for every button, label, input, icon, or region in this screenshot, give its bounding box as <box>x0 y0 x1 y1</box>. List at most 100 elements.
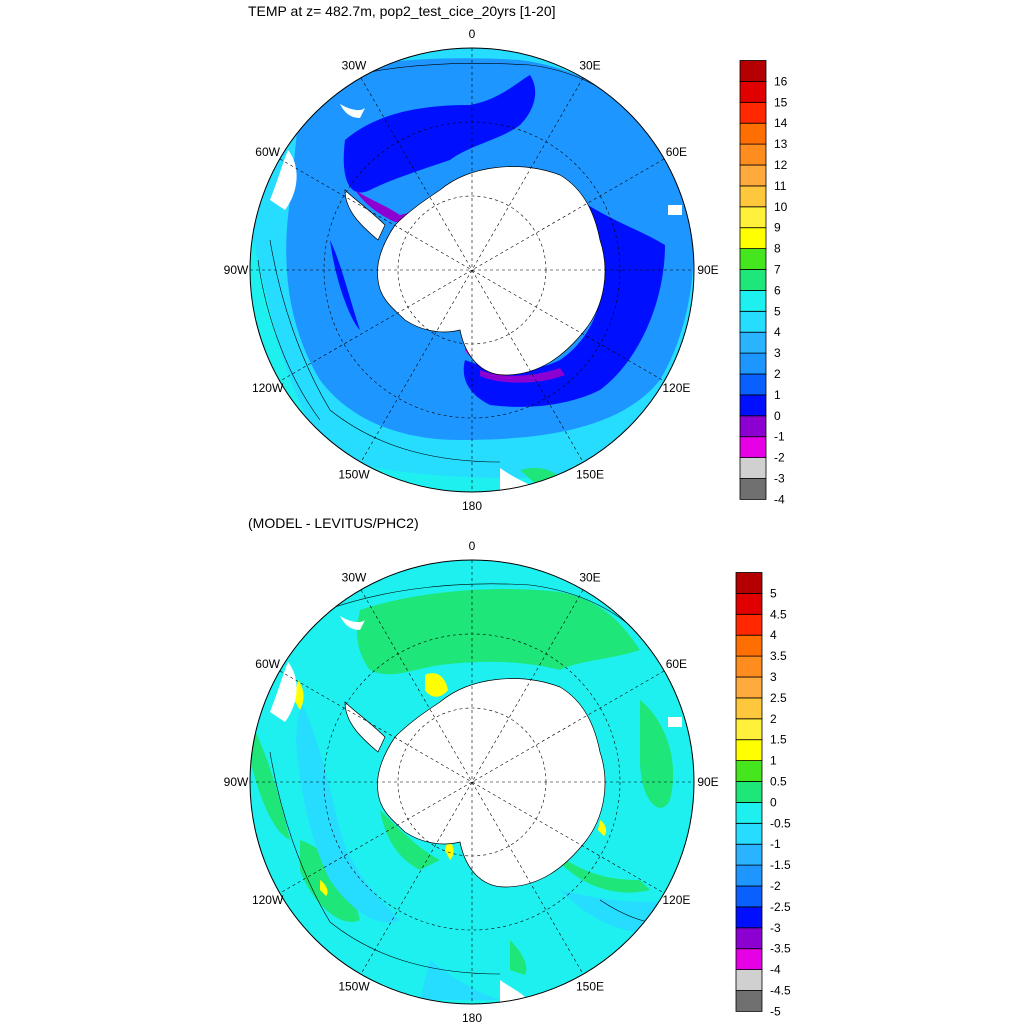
colorbar-swatch <box>735 843 763 866</box>
colorbar-swatch <box>735 906 763 929</box>
colorbar-swatch <box>735 655 763 678</box>
colorbar-swatch <box>739 373 767 396</box>
colorbar-label: 3.5 <box>770 649 787 663</box>
colorbar-swatch <box>735 969 763 991</box>
colorbar-swatch <box>735 990 763 1012</box>
colorbar-label: 4 <box>770 628 777 642</box>
panel-1-map-border <box>249 47 695 493</box>
colorbar-label: 9 <box>774 221 781 235</box>
longitude-label: 90E <box>697 263 718 277</box>
longitude-label: 0 <box>469 539 476 553</box>
colorbar-label: -1 <box>774 430 785 444</box>
colorbar-swatch <box>739 478 767 500</box>
colorbar-label: 13 <box>774 137 788 151</box>
longitude-label: 150W <box>338 979 370 993</box>
colorbar-label: 12 <box>774 158 788 172</box>
colorbar-swatch <box>735 885 763 908</box>
colorbar-swatch <box>735 718 763 741</box>
longitude-label: 60E <box>666 145 687 159</box>
colorbar-label: 0 <box>770 795 777 809</box>
colorbar-swatch <box>739 81 767 103</box>
colorbar-swatch <box>735 739 763 762</box>
colorbar-label: -5 <box>770 1004 781 1018</box>
panel-1-antarctica <box>377 166 606 376</box>
longitude-label: 120E <box>662 381 690 395</box>
longitude-label: 180 <box>462 499 482 513</box>
colorbar-label: 0.5 <box>770 775 787 789</box>
colorbar-label: 3 <box>770 670 777 684</box>
colorbar-label: 16 <box>774 74 788 88</box>
colorbar-swatch <box>735 572 763 594</box>
longitude-label: 120W <box>252 381 284 395</box>
panel-2-title: (MODEL - LEVITUS/PHC2) <box>248 515 419 531</box>
colorbar-label: -3 <box>770 921 781 935</box>
colorbar-label: -0.5 <box>770 816 791 830</box>
colorbar-swatch <box>735 864 763 887</box>
longitude-label: 90W <box>224 775 249 789</box>
longitude-label: 120E <box>662 893 690 907</box>
colorbar-label: -4.5 <box>770 984 791 998</box>
colorbar-swatch <box>735 613 763 636</box>
panel-1-title: TEMP at z= 482.7m, pop2_test_cice_20yrs … <box>248 3 556 19</box>
colorbar-swatch <box>739 415 767 438</box>
colorbar-swatch <box>735 676 763 699</box>
colorbar-label: -2 <box>770 879 781 893</box>
colorbar-label: 2.5 <box>770 691 787 705</box>
longitude-label: 30W <box>342 59 367 73</box>
longitude-label: 60E <box>666 657 687 671</box>
colorbar-swatch <box>735 822 763 845</box>
colorbar-label: -3 <box>774 472 785 486</box>
colorbar-swatch <box>735 760 763 782</box>
longitude-label: 30W <box>342 571 367 585</box>
colorbar-swatch <box>739 331 767 354</box>
colorbar-swatch <box>739 164 767 187</box>
colorbar-label: -2 <box>774 451 785 465</box>
longitude-label: 150E <box>576 467 604 481</box>
colorbar-label: 4 <box>774 325 781 339</box>
longitude-label: 30E <box>579 571 600 585</box>
longitude-label: 150W <box>338 467 370 481</box>
colorbar-swatch <box>739 101 767 124</box>
panel-2-longitude-labels: 0 30E 60E 90E 120E 150E 180 150W 120W 90W 60W 30W <box>224 539 719 1024</box>
longitude-label: 60W <box>255 657 280 671</box>
colorbar-label: 4.5 <box>770 607 787 621</box>
panel-2-graticule <box>250 560 694 1004</box>
colorbar-swatch <box>739 457 767 479</box>
colorbar-swatch <box>735 634 763 657</box>
longitude-label: 180 <box>462 1011 482 1024</box>
colorbar-swatch <box>735 802 763 824</box>
colorbar-swatch <box>739 248 767 270</box>
longitude-label: 90W <box>224 263 249 277</box>
colorbar-label: 2 <box>770 712 777 726</box>
colorbar-swatch <box>735 781 763 803</box>
colorbar-swatch <box>739 289 767 312</box>
colorbar-swatch <box>739 185 767 208</box>
panel-1-graticule <box>250 48 694 492</box>
colorbar-swatch <box>739 143 767 166</box>
colorbar-label: 14 <box>774 116 788 130</box>
longitude-label: 0 <box>469 27 476 41</box>
longitude-label: 30E <box>579 59 600 73</box>
colorbar-label: -2.5 <box>770 900 791 914</box>
colorbar-label: 0 <box>774 409 781 423</box>
colorbar-swatch <box>739 206 767 229</box>
colorbar-swatch <box>735 593 763 615</box>
colorbar-label: -1.5 <box>770 858 791 872</box>
colorbar-swatch <box>739 122 767 145</box>
longitude-label: 60W <box>255 145 280 159</box>
colorbar-label: 2 <box>774 367 781 381</box>
longitude-label: 90E <box>697 775 718 789</box>
colorbar-swatch <box>739 227 767 249</box>
colorbar-swatch <box>735 927 763 950</box>
colorbar-label: 3 <box>774 346 781 360</box>
panel-2-map-border <box>249 559 695 1005</box>
colorbar-label: 1 <box>774 388 781 402</box>
colorbar-label: 15 <box>774 95 788 109</box>
colorbar-label: -4 <box>774 492 785 506</box>
colorbar-swatch <box>735 697 763 720</box>
panel-1-longitude-labels: 0 30E 60E 90E 120E 150E 180 150W 120W 90W 60W 30W <box>224 27 719 513</box>
colorbar-label: -3.5 <box>770 942 791 956</box>
colorbar-label: -1 <box>770 837 781 851</box>
